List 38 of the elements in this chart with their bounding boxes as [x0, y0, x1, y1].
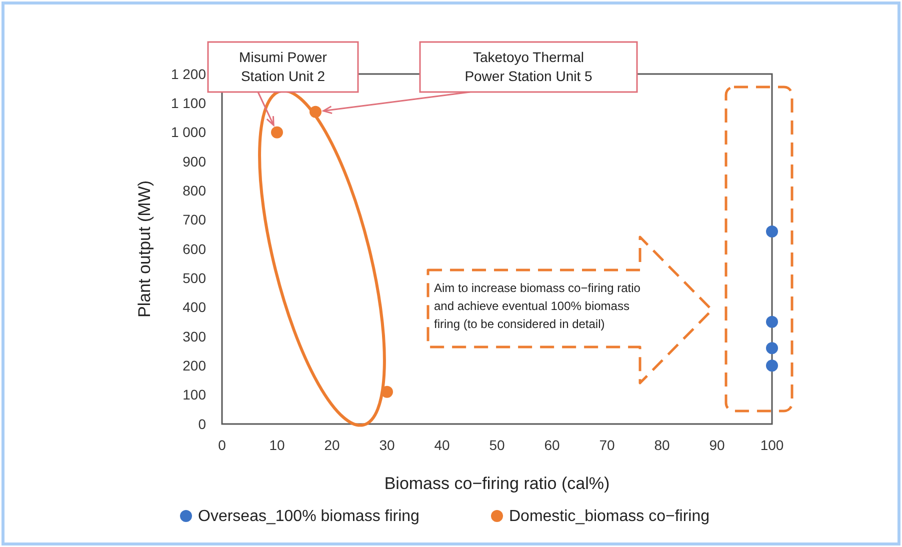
y-tick-label: 400	[182, 299, 206, 316]
x-tick-label: 20	[324, 437, 340, 453]
y-tick-label: 800	[182, 182, 206, 199]
point	[310, 106, 322, 118]
legend-label: Overseas_100% biomass firing	[198, 508, 420, 525]
y-tick-label: 300	[182, 328, 206, 344]
x-tick-label: 90	[709, 437, 725, 453]
y-tick-label: 1 100	[170, 95, 206, 112]
x-tick-label: 70	[599, 437, 615, 453]
x-tick-label: 0	[218, 437, 226, 453]
x-tick-label: 10	[269, 437, 285, 453]
y-tick-label: 1 200	[170, 66, 206, 82]
x-axis-title: Biomass co−firing ratio (cal%)	[384, 474, 610, 493]
annotation: Aim to increase biomass co−firing ratio and achieve eventual 100% biomass firing (to be considered in detail)	[434, 281, 641, 331]
x-tick-label: 30	[379, 437, 395, 453]
point	[271, 126, 283, 138]
point	[766, 342, 778, 354]
y-tick-label: 700	[182, 212, 206, 228]
legend-label: Domestic_biomass co−firing	[509, 508, 710, 525]
x-tick-label: 100	[760, 437, 784, 453]
annotation: Taketoyo Thermal Power Station Unit 5	[464, 49, 593, 84]
y-tick-label: 0	[198, 416, 206, 432]
y-tick-label: 900	[182, 153, 206, 170]
y-tick-label: 500	[182, 270, 206, 286]
x-tick-label: 80	[654, 437, 670, 453]
point	[381, 386, 393, 398]
annotation: Misumi Power Station Unit 2	[239, 49, 328, 84]
point	[766, 226, 778, 238]
y-tick-label: 600	[182, 240, 206, 257]
x-tick-label: 60	[544, 437, 560, 453]
y-tick-label: 100	[182, 386, 206, 403]
y-tick-label: 200	[182, 358, 206, 374]
point	[766, 360, 778, 372]
x-tick-label: 40	[434, 437, 450, 453]
point	[766, 316, 778, 328]
y-tick-label: 1 000	[170, 124, 206, 140]
x-tick-label: 50	[489, 437, 505, 453]
y-axis-title: Plant output (MW)	[135, 180, 154, 318]
